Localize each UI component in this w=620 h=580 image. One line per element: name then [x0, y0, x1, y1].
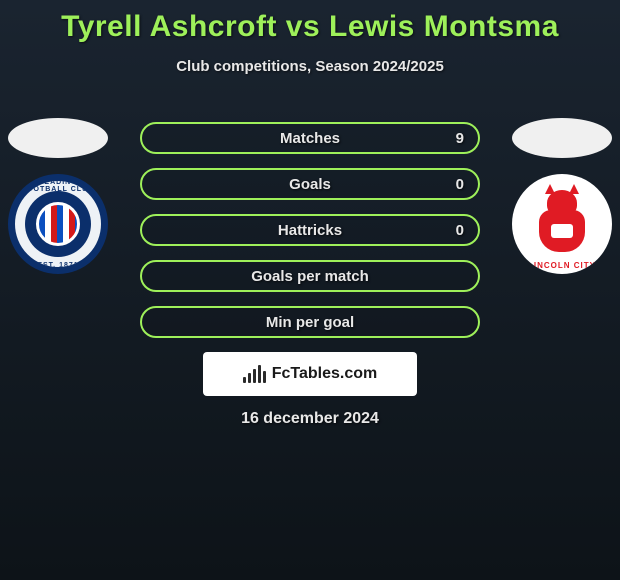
reading-text-top: READING FOOTBALL CLUB [15, 179, 101, 193]
left-side: READING FOOTBALL CLUB EST. 1871 [8, 118, 108, 274]
lincoln-ring-text: LINCOLN CITY [512, 261, 612, 270]
stat-row: Matches 9 [140, 122, 480, 154]
reading-text-bottom: EST. 1871 [15, 262, 101, 269]
brand-bar [263, 371, 266, 383]
right-club-badge: LINCOLN CITY [512, 174, 612, 274]
brand-bars-icon [243, 365, 266, 383]
stat-label: Goals [289, 176, 331, 193]
stat-label: Hattricks [278, 222, 342, 239]
brand-box: FcTables.com [203, 352, 417, 396]
stats-list: Matches 9 Goals 0 Hattricks 0 Goals per match M… [140, 122, 480, 338]
lincoln-imp-icon [531, 188, 593, 260]
date-text: 16 december 2024 [0, 410, 620, 428]
stat-row: Goals per match [140, 260, 480, 292]
stat-label: Matches [280, 130, 340, 147]
page-title: Tyrell Ashcroft vs Lewis Montsma [0, 0, 620, 44]
brand-text: FcTables.com [272, 365, 378, 383]
stat-value-right: 9 [456, 130, 464, 147]
right-side: LINCOLN CITY [512, 118, 612, 274]
brand-bar [243, 377, 246, 383]
stat-value-right: 0 [456, 222, 464, 239]
reading-inner [25, 191, 91, 257]
left-player-avatar [8, 118, 108, 158]
stat-row: Hattricks 0 [140, 214, 480, 246]
stat-value-right: 0 [456, 176, 464, 193]
brand-bar [253, 369, 256, 383]
left-club-badge: READING FOOTBALL CLUB EST. 1871 [8, 174, 108, 274]
lincoln-ring [512, 174, 612, 274]
stat-label: Min per goal [266, 314, 354, 331]
stat-row: Goals 0 [140, 168, 480, 200]
reading-stripe-icon [36, 202, 80, 246]
brand-bar [248, 373, 251, 383]
brand-bar [258, 365, 261, 383]
stat-label: Goals per match [251, 268, 369, 285]
right-player-avatar [512, 118, 612, 158]
stat-row: Min per goal [140, 306, 480, 338]
subtitle: Club competitions, Season 2024/2025 [0, 58, 620, 75]
